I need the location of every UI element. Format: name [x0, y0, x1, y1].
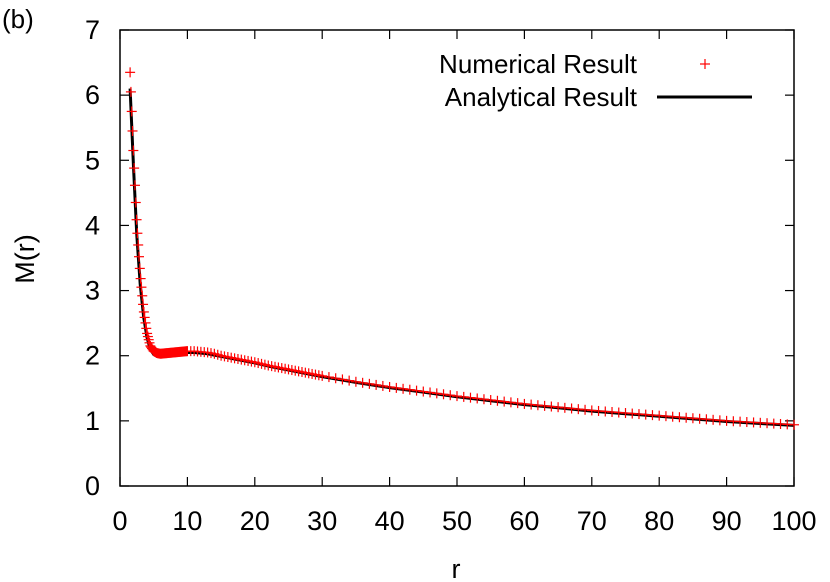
axis-ticks [119, 29, 795, 487]
x-tick-label: 50 [442, 506, 472, 536]
numerical-marker [512, 398, 523, 409]
numerical-marker [317, 370, 328, 381]
numerical-marker [526, 399, 537, 410]
y-tick-label: 2 [85, 341, 100, 371]
numerical-marker [438, 389, 449, 400]
panel-label: (b) [2, 4, 34, 34]
x-tick-label: 100 [771, 506, 816, 536]
numerical-marker [458, 391, 469, 402]
numerical-marker [130, 197, 141, 208]
numerical-marker [553, 402, 564, 413]
y-tick-label: 1 [85, 406, 100, 436]
numerical-marker [126, 106, 137, 117]
x-tick-label: 20 [240, 506, 270, 536]
numerical-marker [465, 392, 476, 403]
x-tick-label: 0 [112, 506, 127, 536]
numerical-marker [371, 379, 382, 390]
numerical-marker [357, 377, 368, 388]
numerical-marker [580, 404, 591, 415]
numerical-marker [411, 385, 422, 396]
x-tick-label: 60 [509, 506, 539, 536]
numerical-marker [129, 163, 140, 174]
numerical-marker [445, 390, 456, 401]
numerical-marker [532, 400, 543, 411]
y-axis-label: M(r) [10, 234, 40, 283]
numerical-marker [391, 382, 402, 393]
legend-marker-numerical [700, 59, 710, 69]
legend-label-numerical: Numerical Result [439, 49, 638, 79]
y-tick-label: 4 [85, 210, 100, 240]
numerical-marker [132, 228, 143, 239]
numerical-marker [425, 387, 436, 398]
numerical-marker [139, 312, 150, 323]
numerical-marker [136, 282, 147, 293]
y-tick-label: 3 [85, 276, 100, 306]
numerical-marker [140, 317, 151, 328]
x-tick-label: 90 [712, 506, 742, 536]
x-tick-label: 80 [644, 506, 674, 536]
x-axis-label: r [452, 554, 461, 582]
numerical-marker [323, 372, 334, 383]
numerical-marker [573, 404, 584, 415]
numerical-marker [472, 393, 483, 404]
numerical-marker [133, 239, 144, 250]
x-tick-label: 30 [307, 506, 337, 536]
numerical-marker [138, 306, 149, 317]
numerical-marker [141, 323, 152, 334]
numerical-marker [125, 86, 136, 97]
numerical-marker [789, 419, 799, 430]
legend-label-analytical: Analytical Result [445, 82, 638, 112]
numerical-marker [485, 395, 496, 406]
y-tick-label: 7 [85, 15, 100, 45]
numerical-marker [546, 401, 557, 412]
x-tick-label: 40 [375, 506, 405, 536]
analytical-line [128, 88, 795, 427]
numerical-marker [539, 400, 550, 411]
numerical-marker [337, 374, 348, 385]
numerical-marker [127, 125, 138, 136]
numerical-marker [128, 145, 139, 156]
numerical-marker [138, 299, 149, 310]
numerical-marker [125, 67, 136, 78]
numerical-marker [344, 375, 355, 386]
numerical-marker [452, 391, 462, 402]
numerical-marker [478, 394, 489, 405]
numerical-marker [559, 402, 570, 413]
analytical-series [128, 88, 795, 427]
numerical-marker [377, 380, 388, 391]
numerical-marker [129, 180, 140, 191]
numerical-marker [134, 251, 145, 262]
numerical-marker [418, 386, 429, 397]
numerical-marker [384, 381, 395, 392]
numerical-marker [519, 398, 530, 409]
numerical-marker [431, 388, 442, 399]
numerical-marker [330, 373, 341, 384]
numerical-marker [492, 395, 503, 406]
y-tick-label: 5 [85, 145, 100, 175]
numerical-marker [398, 383, 409, 394]
numerical-marker [137, 290, 148, 301]
numerical-marker [131, 214, 142, 225]
numerical-marker [135, 273, 146, 284]
numerical-marker [364, 378, 375, 389]
numerical-marker [134, 263, 145, 274]
numerical-marker [404, 384, 415, 395]
legend: Numerical Result Analytical Result [439, 49, 752, 112]
numerical-marker [499, 396, 510, 407]
x-tick-label: 70 [577, 506, 607, 536]
y-tick-label: 0 [85, 471, 100, 501]
numerical-marker [505, 397, 516, 408]
numerical-marker [566, 403, 577, 414]
numerical-marker [350, 376, 361, 387]
y-tick-label: 6 [85, 80, 100, 110]
x-tick-label: 10 [172, 506, 202, 536]
numerical-series [125, 67, 799, 430]
tick-labels: 0 10 20 30 40 50 60 70 80 90 100 0 1 2 3 4 5 6 7 [85, 15, 817, 536]
